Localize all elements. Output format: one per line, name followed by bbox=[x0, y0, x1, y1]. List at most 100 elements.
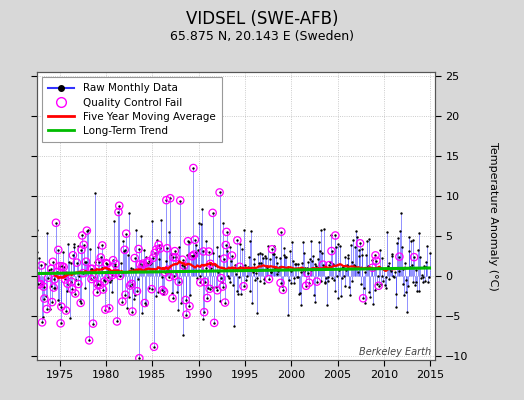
Point bbox=[254, 251, 263, 257]
Point bbox=[30, 228, 39, 235]
Point bbox=[39, 284, 48, 290]
Point bbox=[351, 244, 359, 250]
Point bbox=[285, 277, 293, 284]
Point bbox=[293, 273, 302, 280]
Point bbox=[93, 281, 102, 288]
Point bbox=[396, 228, 405, 234]
Point bbox=[325, 262, 333, 268]
Point bbox=[63, 280, 72, 287]
Point bbox=[158, 287, 167, 293]
Point bbox=[105, 305, 113, 312]
Point bbox=[199, 248, 208, 255]
Point bbox=[167, 250, 175, 257]
Point bbox=[181, 297, 190, 303]
Point bbox=[385, 260, 394, 266]
Point bbox=[397, 210, 405, 216]
Point bbox=[410, 254, 418, 260]
Point bbox=[357, 252, 366, 258]
Point bbox=[225, 244, 234, 250]
Point bbox=[319, 262, 327, 268]
Point bbox=[389, 273, 397, 280]
Point bbox=[268, 246, 276, 252]
Point bbox=[44, 274, 52, 281]
Point bbox=[307, 267, 315, 273]
Point bbox=[303, 265, 311, 272]
Point bbox=[79, 270, 87, 276]
Point bbox=[420, 262, 428, 269]
Point bbox=[296, 290, 304, 296]
Point bbox=[166, 195, 174, 202]
Point bbox=[163, 245, 171, 252]
Point bbox=[146, 261, 155, 268]
Point bbox=[255, 259, 263, 266]
Point bbox=[417, 275, 425, 281]
Point bbox=[53, 296, 62, 303]
Point bbox=[422, 264, 431, 270]
Point bbox=[279, 287, 287, 293]
Point bbox=[111, 263, 119, 270]
Point bbox=[333, 273, 341, 279]
Point bbox=[160, 288, 168, 295]
Point bbox=[278, 283, 286, 289]
Point bbox=[372, 258, 380, 264]
Point bbox=[222, 229, 231, 235]
Point bbox=[236, 240, 245, 247]
Point bbox=[349, 237, 357, 243]
Point bbox=[215, 253, 223, 259]
Point bbox=[212, 284, 220, 290]
Point bbox=[189, 253, 197, 259]
Point bbox=[133, 288, 141, 294]
Point bbox=[28, 256, 36, 262]
Point bbox=[54, 247, 62, 253]
Point bbox=[125, 294, 134, 300]
Point bbox=[186, 291, 194, 298]
Point bbox=[354, 268, 362, 275]
Point bbox=[224, 272, 232, 279]
Point bbox=[158, 287, 167, 293]
Point bbox=[221, 299, 229, 306]
Point bbox=[353, 233, 361, 240]
Point bbox=[248, 268, 257, 275]
Point bbox=[292, 261, 300, 267]
Point bbox=[201, 279, 209, 285]
Point bbox=[122, 230, 130, 237]
Point bbox=[181, 297, 190, 303]
Point bbox=[211, 261, 219, 268]
Point bbox=[414, 230, 423, 236]
Point bbox=[133, 288, 141, 294]
Point bbox=[230, 267, 238, 274]
Point bbox=[118, 298, 126, 305]
Point bbox=[289, 258, 297, 264]
Point bbox=[212, 244, 221, 250]
Point bbox=[191, 241, 200, 248]
Point bbox=[233, 237, 242, 244]
Point bbox=[136, 261, 144, 268]
Point bbox=[178, 256, 187, 263]
Point bbox=[184, 239, 193, 245]
Point bbox=[276, 280, 285, 286]
Point bbox=[113, 318, 121, 325]
Point bbox=[202, 238, 210, 244]
Point bbox=[135, 355, 144, 362]
Point bbox=[189, 165, 198, 171]
Point bbox=[147, 259, 155, 266]
Point bbox=[68, 286, 77, 292]
Point bbox=[225, 274, 233, 281]
Point bbox=[276, 280, 285, 286]
Point bbox=[160, 269, 169, 275]
Point bbox=[395, 254, 403, 260]
Point bbox=[191, 236, 199, 243]
Point bbox=[60, 271, 69, 278]
Point bbox=[282, 254, 290, 260]
Point bbox=[183, 252, 191, 258]
Point bbox=[103, 261, 111, 267]
Point bbox=[414, 247, 422, 254]
Point bbox=[150, 344, 158, 350]
Point bbox=[197, 220, 205, 227]
Point bbox=[101, 278, 109, 284]
Point bbox=[68, 286, 77, 292]
Point bbox=[390, 274, 398, 280]
Point bbox=[362, 252, 370, 258]
Point bbox=[135, 355, 144, 362]
Point bbox=[171, 248, 179, 254]
